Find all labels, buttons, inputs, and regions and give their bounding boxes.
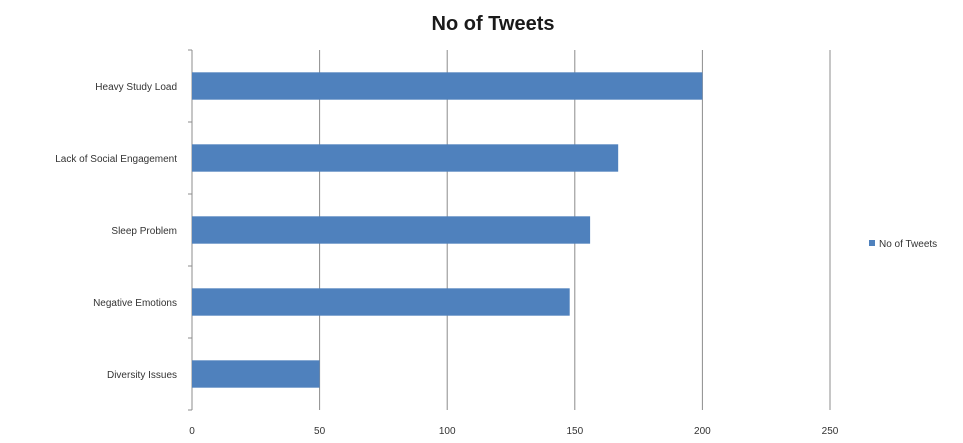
category-label: Diversity Issues (107, 370, 177, 381)
bar-heavy-study-load (192, 72, 703, 100)
x-tick-label-250: 250 (822, 426, 839, 437)
bars (192, 72, 703, 388)
bar-diversity-issues (192, 360, 320, 388)
x-tick-label-200: 200 (694, 426, 711, 437)
legend-swatch (869, 240, 875, 246)
category-label: Negative Emotions (93, 298, 177, 309)
x-tick-label-50: 50 (314, 426, 326, 437)
category-label: Lack of Social Engagement (55, 154, 177, 165)
bar-sleep-problem (192, 216, 591, 244)
chart-title: No of Tweets (432, 13, 555, 35)
bar-lack-of-social-engagement (192, 144, 619, 172)
category-label: Sleep Problem (111, 226, 177, 237)
category-label: Heavy Study Load (95, 82, 177, 93)
legend-label: No of Tweets (879, 239, 937, 250)
bar-negative-emotions (192, 288, 570, 316)
x-tick-label-0: 0 (189, 426, 195, 437)
legend: No of Tweets (869, 239, 937, 250)
x-tick-label-100: 100 (439, 426, 456, 437)
x-axis-ticks: 0 50 100 150 200 250 (189, 426, 839, 437)
category-labels: Heavy Study Load Lack of Social Engagemen… (55, 82, 177, 381)
x-tick-label-150: 150 (566, 426, 583, 437)
